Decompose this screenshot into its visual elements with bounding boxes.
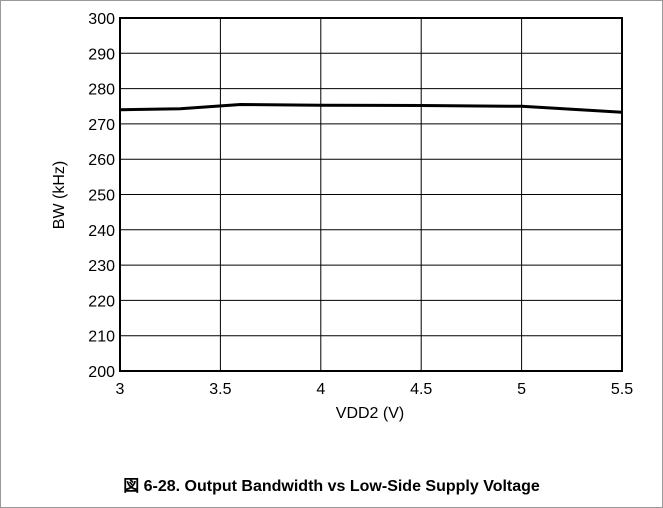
- x-tick-label: 5: [517, 381, 526, 398]
- x-axis-label: VDD2 (V): [336, 405, 404, 422]
- y-tick-label: 260: [88, 152, 115, 169]
- x-tick-label: 5.5: [611, 381, 633, 398]
- series-line: [119, 103, 623, 114]
- y-tick-labels: 200 210 220 230 240 250 260 270 280 290 300: [88, 11, 115, 381]
- y-tick-label: 210: [88, 329, 115, 346]
- y-tick-label: 270: [88, 117, 115, 134]
- y-tick-label: 200: [88, 364, 115, 381]
- chart: 3 3.5 4 4.5 5 5.5 200 210 220 230 240 250 260 270 280…: [51, 11, 634, 422]
- y-tick-label: 300: [88, 11, 115, 28]
- x-tick-label: 4: [316, 381, 325, 398]
- x-tick-label: 3.5: [209, 381, 231, 398]
- series-layer: [119, 103, 623, 114]
- figure-caption: 図 6-28. Output Bandwidth vs Low-Side Sup…: [123, 478, 540, 495]
- x-tick-labels: 3 3.5 4 4.5 5 5.5: [116, 381, 634, 398]
- plot-area-border: [119, 17, 623, 372]
- grid: [119, 17, 623, 372]
- y-tick-label: 230: [88, 258, 115, 275]
- y-axis-label: BW (kHz): [51, 161, 68, 229]
- y-tick-label: 240: [88, 223, 115, 240]
- y-tick-label: 220: [88, 293, 115, 310]
- y-tick-label: 280: [88, 82, 115, 99]
- x-tick-label: 3: [116, 381, 125, 398]
- y-tick-label: 250: [88, 188, 115, 205]
- x-tick-label: 4.5: [410, 381, 432, 398]
- y-tick-label: 290: [88, 46, 115, 63]
